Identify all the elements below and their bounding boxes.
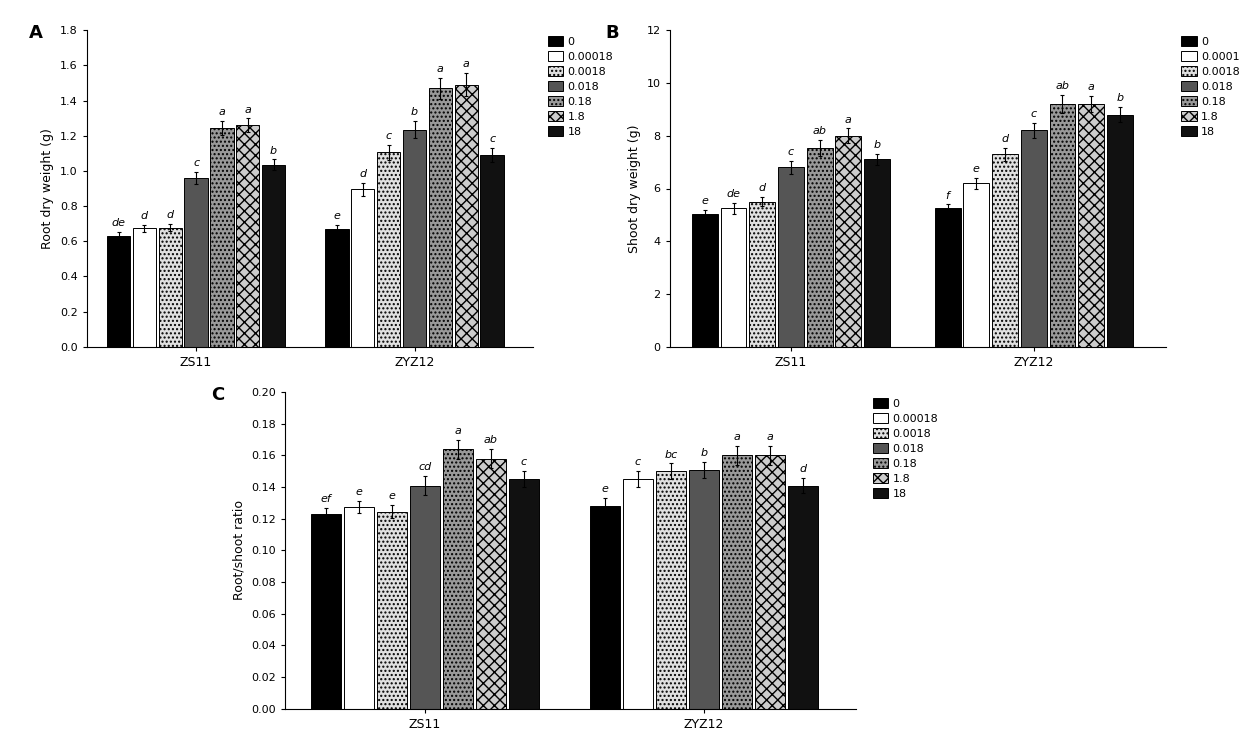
Bar [351, 189, 374, 347]
Bar [429, 88, 453, 347]
Bar [992, 155, 1018, 347]
Text: de: de [727, 189, 740, 199]
Text: e: e [334, 211, 341, 221]
Text: d: d [141, 211, 148, 221]
Text: a: a [436, 64, 444, 74]
Text: bc: bc [665, 449, 677, 459]
Bar [656, 471, 686, 709]
Text: a: a [844, 115, 852, 124]
Bar [107, 236, 130, 347]
Text: a: a [454, 426, 461, 436]
Legend: 0, 0.00018, 0.0018, 0.018, 0.18, 1.8, 18: 0, 0.00018, 0.0018, 0.018, 0.18, 1.8, 18 [1180, 35, 1240, 136]
Text: a: a [218, 107, 226, 117]
Bar [963, 183, 990, 347]
Bar [377, 512, 407, 709]
Bar [689, 470, 719, 709]
Bar [476, 458, 506, 709]
Bar [1021, 130, 1047, 347]
Bar [692, 213, 718, 347]
Bar [1079, 104, 1104, 347]
Text: b: b [1116, 93, 1123, 103]
Text: C: C [211, 386, 224, 403]
Text: ef: ef [320, 494, 331, 504]
Text: c: c [635, 458, 641, 467]
Bar [403, 130, 427, 347]
Text: d: d [166, 210, 174, 220]
Bar [720, 208, 746, 347]
Y-axis label: Root dry weight (g): Root dry weight (g) [41, 128, 55, 249]
Text: b: b [701, 448, 708, 458]
Text: c: c [489, 134, 495, 144]
Text: e: e [356, 487, 362, 497]
Bar [443, 449, 472, 709]
Text: cd: cd [418, 462, 432, 472]
Bar [864, 160, 890, 347]
Bar [807, 148, 832, 347]
Text: e: e [702, 196, 708, 206]
Bar [1107, 115, 1133, 347]
Bar [211, 127, 233, 347]
Text: d: d [360, 170, 367, 179]
Text: b: b [270, 146, 278, 155]
Bar [159, 228, 182, 347]
Text: c: c [386, 130, 392, 141]
Y-axis label: Root/shoot ratio: Root/shoot ratio [233, 501, 246, 600]
Bar [133, 228, 156, 347]
Text: b: b [410, 107, 418, 117]
Text: A: A [29, 24, 42, 41]
Bar [325, 229, 348, 347]
Text: B: B [605, 24, 619, 41]
Legend: 0, 0.00018, 0.0018, 0.018, 0.18, 1.8, 18: 0, 0.00018, 0.0018, 0.018, 0.18, 1.8, 18 [548, 35, 614, 136]
Text: c: c [787, 147, 794, 157]
Bar [311, 514, 341, 709]
Bar [455, 84, 477, 347]
Bar [1049, 104, 1075, 347]
Text: d: d [800, 464, 807, 474]
Text: ab: ab [1055, 81, 1069, 91]
Text: e: e [973, 164, 980, 174]
Text: a: a [734, 432, 740, 442]
Text: a: a [766, 432, 774, 442]
Text: e: e [388, 492, 396, 501]
Text: c: c [193, 158, 200, 168]
Bar [508, 480, 538, 709]
Bar [755, 455, 785, 709]
Text: d: d [759, 183, 766, 193]
Text: e: e [601, 484, 609, 495]
Bar [836, 136, 862, 347]
Bar [236, 125, 259, 347]
Bar [749, 202, 775, 347]
Text: ab: ab [484, 435, 497, 446]
Bar [343, 507, 373, 709]
Text: de: de [112, 218, 125, 228]
Bar [410, 486, 440, 709]
Bar [377, 152, 401, 347]
Bar [480, 155, 503, 347]
Text: c: c [1030, 109, 1037, 118]
Bar [722, 455, 751, 709]
Text: f: f [946, 191, 950, 201]
Legend: 0, 0.00018, 0.0018, 0.018, 0.18, 1.8, 18: 0, 0.00018, 0.0018, 0.018, 0.18, 1.8, 18 [873, 397, 939, 498]
Bar [590, 506, 620, 709]
Bar [789, 486, 818, 709]
Text: a: a [463, 60, 470, 69]
Y-axis label: Shoot dry weight (g): Shoot dry weight (g) [627, 124, 641, 253]
Text: ab: ab [812, 126, 827, 136]
Bar [185, 178, 207, 347]
Text: a: a [1087, 81, 1095, 92]
Bar [935, 208, 961, 347]
Text: b: b [873, 139, 880, 150]
Text: c: c [521, 458, 527, 467]
Bar [262, 165, 285, 347]
Text: d: d [1002, 133, 1008, 144]
Text: a: a [244, 105, 252, 115]
Bar [777, 167, 804, 347]
Bar [622, 480, 652, 709]
